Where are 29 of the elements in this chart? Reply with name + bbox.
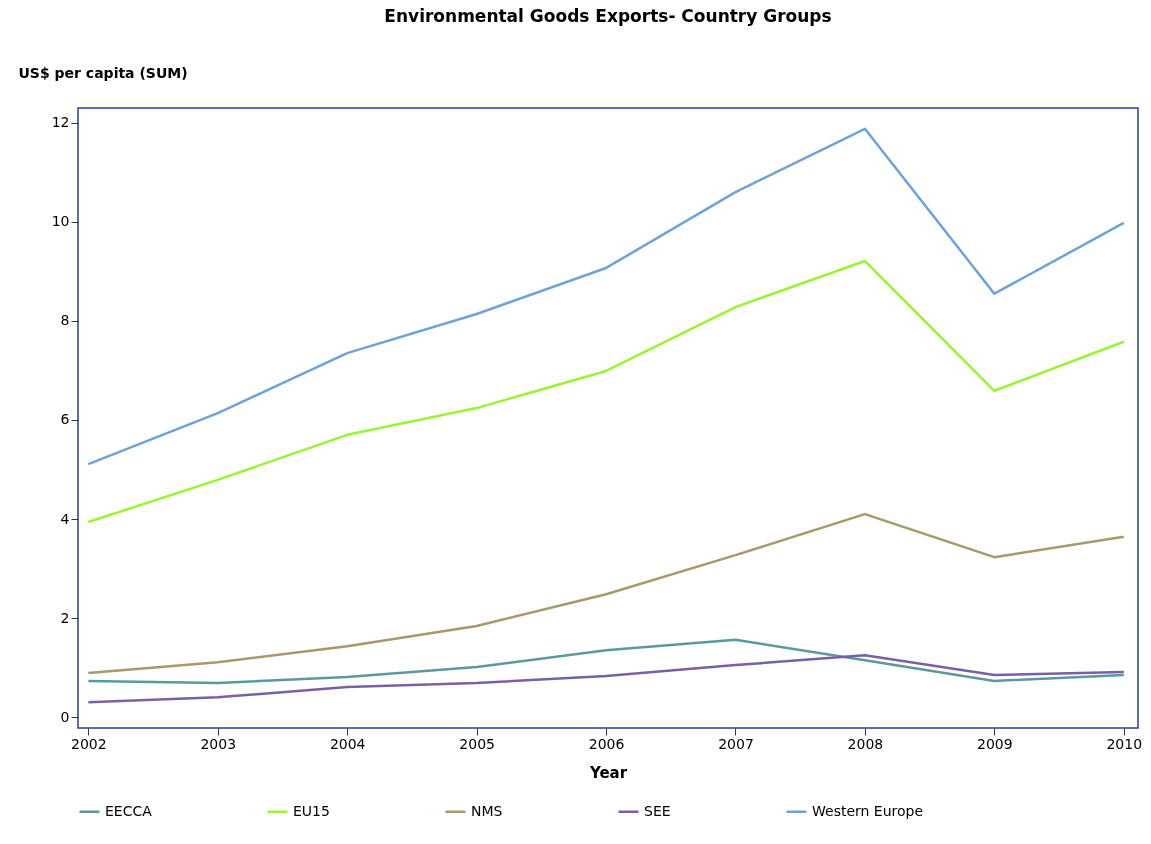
legend-label: SEE bbox=[644, 802, 671, 819]
line-series bbox=[87, 259, 1126, 524]
x-tick-label: 2008 bbox=[847, 735, 884, 752]
x-tick-label: 2009 bbox=[977, 735, 1013, 752]
legend-label: EU15 bbox=[293, 802, 330, 819]
y-tick-label: 6 bbox=[60, 411, 70, 428]
x-tick-label: 2003 bbox=[200, 735, 237, 752]
line-series bbox=[87, 127, 1126, 466]
line-series bbox=[87, 512, 1126, 675]
y-tick-label: 4 bbox=[60, 510, 70, 527]
x-tick-label: 2006 bbox=[588, 735, 625, 752]
x-tick-label: 2004 bbox=[329, 735, 366, 752]
chart-title: Environmental Goods Exports- Country Groups bbox=[384, 6, 832, 26]
legend-label: EECCA bbox=[105, 802, 153, 819]
x-tick-label: 2002 bbox=[71, 735, 107, 752]
x-tick-label: 2007 bbox=[718, 735, 754, 752]
y-axis-title: US$ per capita (SUM) bbox=[18, 64, 188, 81]
legend-label: NMS bbox=[471, 802, 503, 819]
x-axis-title: Year bbox=[588, 763, 628, 782]
y-tick-label: 10 bbox=[51, 213, 70, 230]
y-tick-label: 12 bbox=[51, 114, 70, 131]
x-tick-label: 2010 bbox=[1106, 735, 1143, 752]
legend-label: Western Europe bbox=[812, 802, 924, 819]
line-series bbox=[87, 653, 1126, 704]
x-tick-label: 2005 bbox=[459, 735, 495, 752]
line-series bbox=[87, 638, 1126, 685]
y-tick-label: 8 bbox=[60, 312, 70, 329]
y-tick-label: 0 bbox=[60, 708, 70, 725]
y-tick-label: 2 bbox=[60, 609, 70, 626]
